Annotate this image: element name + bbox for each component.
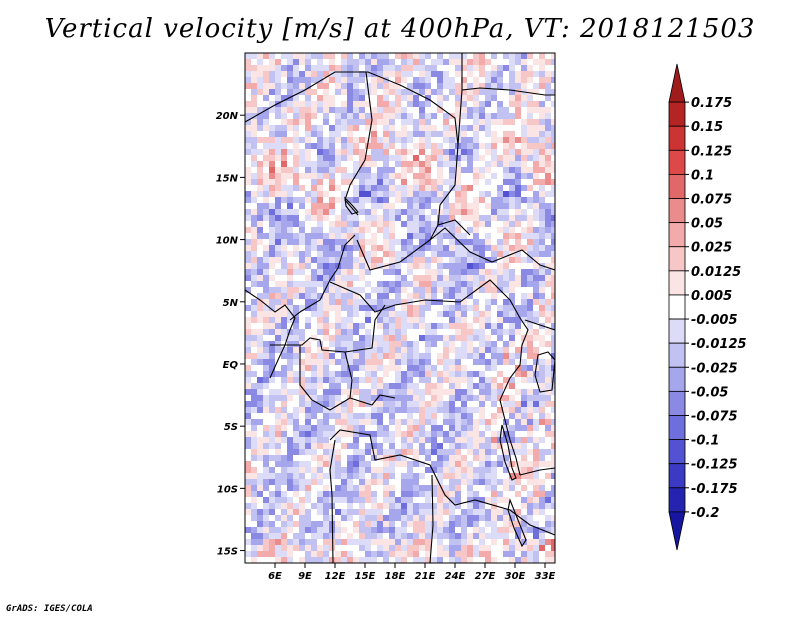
lon-tick-label: 6E — [268, 571, 282, 582]
colorbar-label: 0.15 — [691, 120, 723, 135]
border-line — [299, 345, 351, 411]
lon-tick-label: 15E — [355, 571, 376, 582]
map-frame — [244, 52, 556, 564]
colorbar-swatch — [668, 390, 686, 416]
colorbar-label: -0.05 — [691, 385, 728, 400]
lat-tick-label: 5N — [223, 298, 239, 309]
border-line — [519, 467, 555, 476]
lat-tick-label: 10S — [217, 484, 238, 495]
lon-tick-label: 12E — [325, 571, 346, 582]
lat-tick-label: 20N — [216, 111, 239, 122]
colorbar-swatch — [668, 101, 686, 127]
colorbar-swatch — [668, 487, 686, 513]
border-line — [429, 474, 434, 563]
border-line — [356, 227, 555, 271]
lon-tick-label: 18E — [385, 571, 406, 582]
colorbar-swatch — [668, 222, 686, 248]
colorbar-swatch — [668, 270, 686, 296]
border-line — [524, 319, 555, 331]
border-line — [289, 234, 356, 321]
latitude-axis: 20N 15N 10N 5N EQ 5S 10S 15S — [216, 111, 245, 558]
colorbar-label: 0.175 — [691, 96, 732, 111]
colorbar-swatch — [668, 198, 686, 224]
colorbar-label: 0.0125 — [691, 265, 741, 280]
colorbar: 0.175 0.15 0.125 0.1 0.075 0.05 0.025 0.0125 0.0… — [668, 63, 747, 551]
colorbar-label: -0.1 — [691, 434, 719, 449]
colorbar-swatch — [668, 174, 686, 199]
border-line — [329, 429, 555, 536]
colorbar-swatch — [668, 463, 686, 489]
colorbar-cap-bottom — [668, 511, 686, 551]
lon-tick-label: 27E — [475, 571, 496, 582]
colorbar-label: -0.0125 — [691, 337, 747, 352]
colorbar-label: 0.1 — [691, 168, 714, 183]
colorbar-label: -0.025 — [691, 361, 738, 376]
lake-outline — [344, 196, 359, 215]
lake-outline — [499, 424, 517, 481]
border-line — [329, 439, 336, 563]
colorbar-label: -0.2 — [691, 506, 719, 521]
colorbar-swatch — [668, 294, 686, 320]
lat-tick-label: 10N — [216, 236, 239, 247]
colorbar-cap-top — [668, 63, 686, 103]
colorbar-label: 0.005 — [691, 289, 732, 304]
lon-tick-label: 21E — [415, 571, 436, 582]
colorbar-label: -0.005 — [691, 313, 738, 328]
longitude-axis: 6E 9E 12E 15E 18E 21E 24E 27E 30E 33E — [268, 563, 556, 582]
colorbar-label: 0.025 — [691, 241, 732, 256]
lon-tick-label: 24E — [445, 571, 466, 582]
lon-tick-label: 33E — [535, 571, 556, 582]
colorbar-label: -0.125 — [691, 458, 738, 473]
border-line — [344, 71, 373, 216]
colorbar-swatch — [668, 342, 686, 368]
colorbar-swatch — [668, 318, 686, 344]
colorbar-swatch — [668, 246, 686, 272]
lake-outline — [507, 498, 527, 548]
border-line — [245, 53, 463, 146]
lake-outline — [534, 351, 555, 393]
colorbar-label: -0.075 — [691, 409, 738, 424]
border-line — [344, 351, 396, 406]
border-line — [437, 144, 459, 226]
lat-tick-label: 15N — [216, 173, 239, 184]
lat-tick-label: 5S — [224, 422, 238, 433]
lat-tick-label: 15S — [217, 547, 238, 558]
lat-tick-label: EQ — [223, 360, 239, 371]
map-title: Vertical velocity [m/s] at 400hPa, VT: 2… — [44, 14, 756, 44]
footer-credit: GrADS: IGES/COLA — [6, 604, 93, 614]
colorbar-label: 0.075 — [691, 193, 732, 208]
border-line — [329, 279, 521, 319]
border-line — [270, 304, 386, 353]
colorbar-swatch — [668, 366, 686, 392]
colorbar-label: 0.125 — [691, 144, 732, 159]
colorbar-label: -0.175 — [691, 482, 738, 497]
lon-tick-label: 9E — [298, 571, 312, 582]
border-line — [499, 317, 529, 476]
border-line — [429, 219, 471, 241]
colorbar-swatch — [668, 415, 686, 440]
colorbar-swatch — [668, 125, 686, 151]
lon-tick-label: 30E — [505, 571, 526, 582]
border-line — [461, 87, 555, 96]
country-borders — [245, 53, 555, 563]
colorbar-label: 0.05 — [691, 217, 723, 232]
colorbar-swatch — [668, 149, 686, 175]
velocity-field — [245, 53, 555, 563]
colorbar-swatch — [668, 439, 686, 465]
coastline — [245, 289, 296, 379]
